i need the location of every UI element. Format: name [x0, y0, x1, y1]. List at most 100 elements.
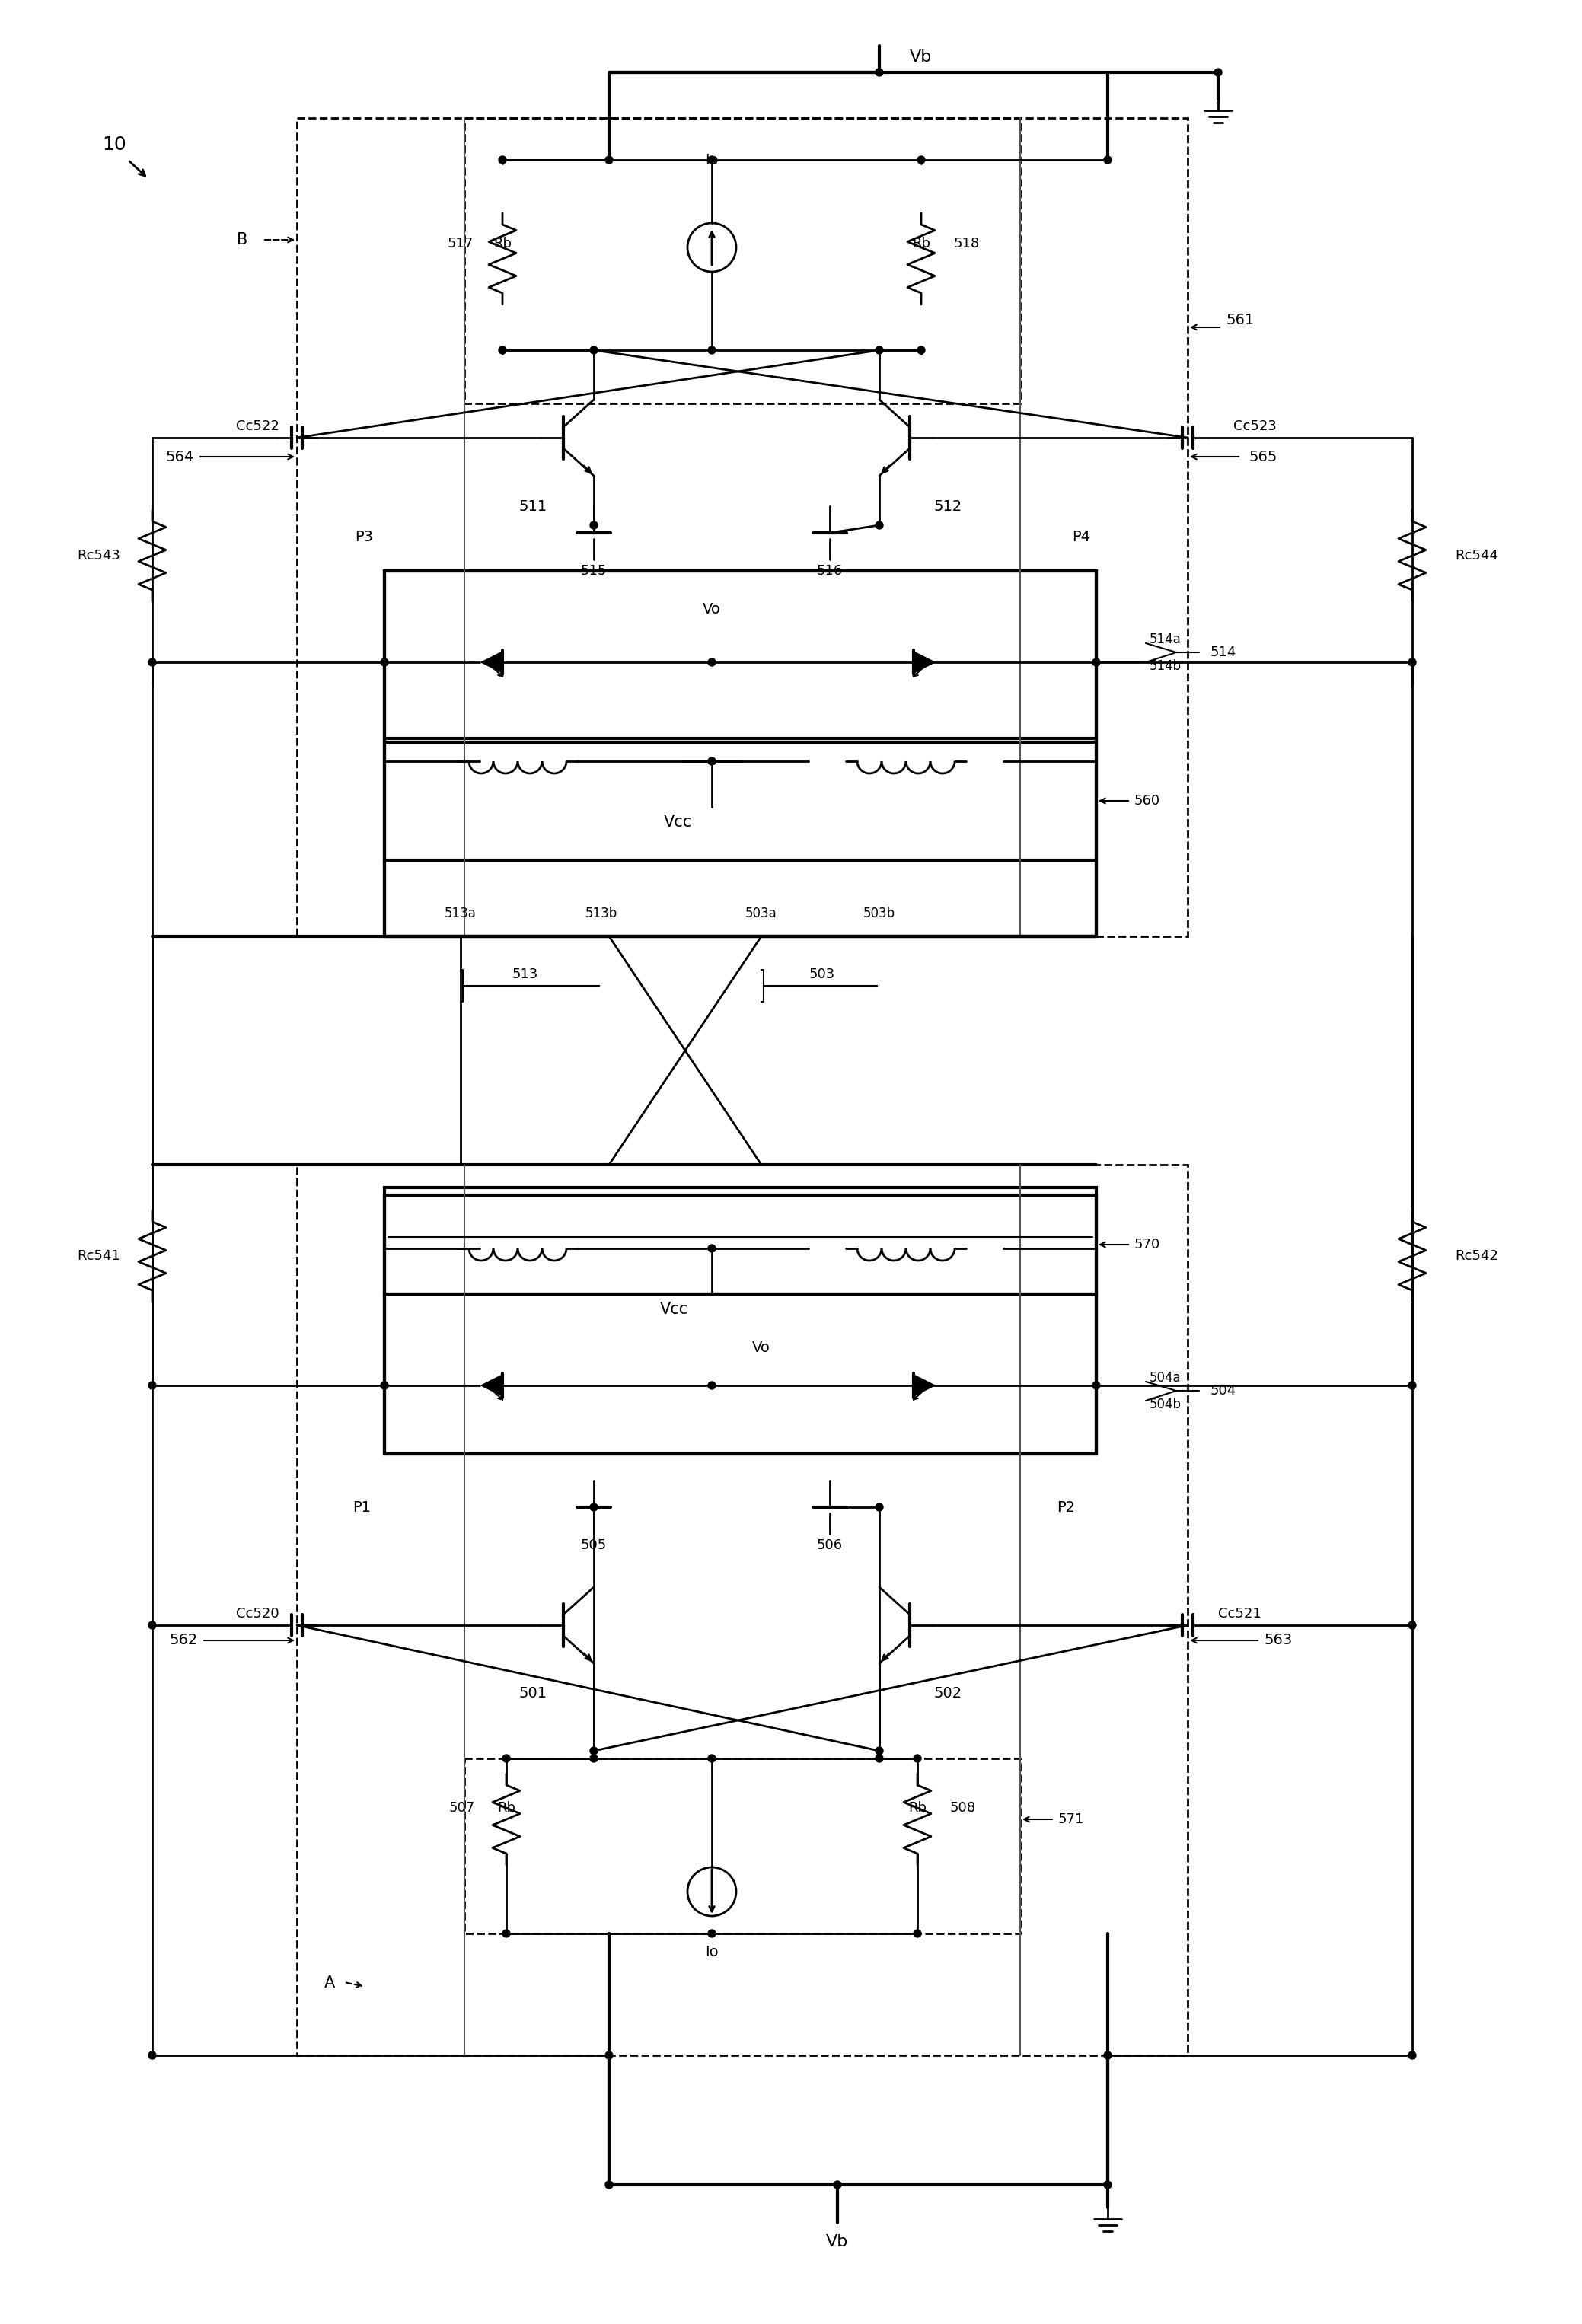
Text: Vcc: Vcc — [663, 813, 691, 830]
Bar — [384, 1294, 1096, 1455]
Circle shape — [875, 346, 883, 353]
Circle shape — [503, 1929, 509, 1938]
Text: Rb: Rb — [913, 237, 930, 251]
Circle shape — [1104, 2052, 1112, 2059]
Text: P3: P3 — [354, 530, 373, 544]
Text: 564: 564 — [166, 449, 195, 465]
Text: 501: 501 — [519, 1687, 547, 1701]
Circle shape — [918, 156, 925, 163]
Circle shape — [709, 1929, 715, 1938]
Text: 565: 565 — [1248, 449, 1277, 465]
Circle shape — [709, 1246, 715, 1253]
Bar — [384, 1188, 1096, 1455]
Circle shape — [709, 346, 715, 353]
Text: 515: 515 — [581, 565, 607, 579]
Text: 571: 571 — [1058, 1813, 1084, 1827]
Text: Rc543: Rc543 — [78, 548, 120, 562]
Bar — [384, 572, 1096, 937]
Text: Rc542: Rc542 — [1455, 1250, 1498, 1262]
Circle shape — [149, 1622, 157, 1629]
Circle shape — [503, 1755, 509, 1762]
Text: 504a: 504a — [1150, 1371, 1182, 1385]
Circle shape — [606, 2180, 612, 2189]
Text: 504b: 504b — [1150, 1397, 1182, 1411]
Circle shape — [1093, 658, 1099, 667]
Text: A: A — [324, 1975, 335, 1992]
Circle shape — [875, 67, 883, 77]
Text: Vcc: Vcc — [660, 1301, 688, 1318]
Circle shape — [913, 1755, 921, 1762]
Circle shape — [590, 346, 598, 353]
Text: 560: 560 — [1134, 795, 1160, 809]
Bar — [384, 572, 1096, 739]
Circle shape — [1093, 1380, 1099, 1390]
Bar — [384, 1195, 1096, 1294]
Bar — [465, 1759, 1020, 1934]
Text: P4: P4 — [1073, 530, 1090, 544]
Text: Io: Io — [706, 153, 718, 167]
Text: 503b: 503b — [864, 906, 895, 920]
Circle shape — [875, 521, 883, 530]
Circle shape — [498, 346, 506, 353]
Bar — [465, 119, 1020, 404]
Bar — [384, 741, 1096, 860]
Text: 517: 517 — [448, 237, 473, 251]
Circle shape — [709, 658, 715, 667]
Circle shape — [1408, 1380, 1416, 1390]
Circle shape — [498, 156, 506, 163]
Circle shape — [875, 1748, 883, 1755]
Text: 503a: 503a — [745, 906, 777, 920]
Text: Cc520: Cc520 — [236, 1606, 278, 1620]
Circle shape — [913, 1929, 921, 1938]
Text: 505: 505 — [581, 1538, 607, 1552]
Circle shape — [709, 1755, 715, 1762]
Text: Vo: Vo — [702, 602, 721, 616]
Bar — [297, 119, 1188, 937]
Text: 10: 10 — [103, 135, 127, 153]
Text: Rc541: Rc541 — [78, 1250, 120, 1262]
Text: Rb: Rb — [908, 1801, 927, 1815]
Text: 561: 561 — [1226, 311, 1255, 328]
Text: Rb: Rb — [497, 1801, 516, 1815]
Polygon shape — [913, 651, 935, 674]
Circle shape — [709, 758, 715, 765]
Text: Cc523: Cc523 — [1234, 418, 1277, 432]
Text: Vb: Vb — [910, 49, 932, 65]
Circle shape — [1408, 1622, 1416, 1629]
Text: 502: 502 — [933, 1687, 962, 1701]
Text: 506: 506 — [816, 1538, 843, 1552]
Circle shape — [149, 658, 157, 667]
Text: P1: P1 — [353, 1499, 370, 1515]
Text: 514b: 514b — [1150, 660, 1182, 674]
Text: Rb: Rb — [494, 237, 511, 251]
Text: Vb: Vb — [826, 2233, 848, 2250]
Text: 563: 563 — [1264, 1634, 1292, 1648]
Text: P2: P2 — [1057, 1499, 1074, 1515]
Circle shape — [709, 1380, 715, 1390]
Circle shape — [1104, 156, 1112, 163]
Polygon shape — [913, 1376, 935, 1397]
Text: 503: 503 — [808, 967, 835, 981]
Text: 511: 511 — [519, 500, 547, 514]
Circle shape — [590, 1504, 598, 1511]
Text: 513: 513 — [513, 967, 538, 981]
Circle shape — [606, 2052, 612, 2059]
Circle shape — [834, 2180, 842, 2189]
Circle shape — [149, 2052, 157, 2059]
Text: B: B — [237, 232, 247, 246]
Text: 514a: 514a — [1150, 632, 1182, 646]
Text: 512: 512 — [933, 500, 962, 514]
Circle shape — [1104, 2180, 1112, 2189]
Text: 504: 504 — [1210, 1383, 1237, 1397]
Circle shape — [381, 1380, 388, 1390]
Circle shape — [590, 521, 598, 530]
Text: 518: 518 — [954, 237, 979, 251]
Text: 516: 516 — [816, 565, 843, 579]
Text: Rc544: Rc544 — [1455, 548, 1498, 562]
Text: 562: 562 — [169, 1634, 198, 1648]
Circle shape — [1215, 67, 1221, 77]
Text: 570: 570 — [1134, 1239, 1161, 1250]
Circle shape — [1408, 658, 1416, 667]
Text: 514: 514 — [1210, 646, 1237, 660]
Circle shape — [381, 658, 388, 667]
